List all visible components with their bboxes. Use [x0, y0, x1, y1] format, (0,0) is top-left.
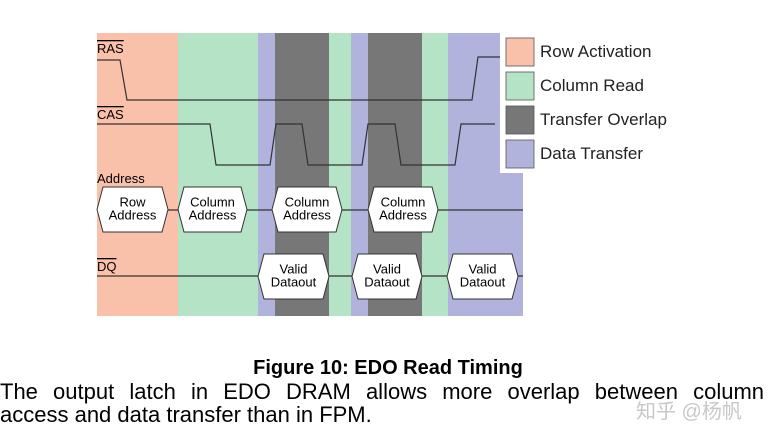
band	[97, 33, 178, 316]
cas-wave	[97, 123, 495, 166]
band	[258, 33, 275, 316]
signal-label: CAS	[97, 107, 124, 122]
paragraph-line: The output latch in EDO DRAM allows more…	[0, 379, 764, 404]
signal-label: DQ	[97, 259, 117, 274]
legend-swatch	[505, 71, 535, 101]
hexagon-label: Address	[379, 208, 427, 223]
hexagon	[351, 253, 423, 300]
legend-swatch	[505, 139, 535, 169]
signal-labels: RAS CAS Address DQ	[97, 41, 145, 274]
signal-label: Address	[97, 171, 145, 186]
band	[351, 33, 368, 316]
ras-wave	[97, 56, 500, 101]
hexagon	[96, 186, 169, 233]
hexagon-label: Dataout	[460, 275, 506, 290]
hexagon-label: Dataout	[364, 275, 410, 290]
hexagon-label: Valid	[469, 262, 497, 277]
legend-bg	[500, 33, 776, 173]
hexagon-label: Valid	[373, 262, 401, 277]
band	[422, 33, 448, 316]
legend-label: Transfer Overlap	[540, 110, 667, 129]
legend-label: Data Transfer	[540, 144, 643, 163]
dynamic: RowAddressColumnAddressColumnAddressColu…	[96, 37, 667, 300]
paragraph-line: access and data transfer than in FPM.	[0, 402, 372, 427]
hexagon-label: Column	[285, 195, 330, 210]
caption: Figure 10: EDO Read Timing	[253, 357, 523, 379]
band	[329, 33, 351, 316]
hexagon-label: Column	[190, 195, 235, 210]
legend-label: Column Read	[540, 76, 644, 95]
legend-swatch	[505, 105, 535, 135]
hexagon-label: Column	[381, 195, 426, 210]
legend-swatch	[505, 37, 535, 67]
hexagon-label: Row	[119, 195, 146, 210]
signal-label: RAS	[97, 41, 124, 56]
band	[178, 33, 258, 316]
legend-label: Row Activation	[540, 42, 652, 61]
hexagon	[271, 186, 343, 233]
hexagon-label: Address	[283, 208, 331, 223]
hexagon-label: Valid	[280, 262, 308, 277]
hexagon-label: Address	[189, 208, 237, 223]
hexagon	[177, 186, 248, 233]
hexagon	[257, 253, 330, 300]
watermark: 知乎 @杨帆	[636, 401, 742, 423]
hexagon	[446, 253, 519, 300]
hexagon-label: Address	[109, 208, 157, 223]
timing-diagram: RAS CAS Address DQ RowAddressColumnAddre…	[96, 33, 776, 316]
hexagon-label: Dataout	[271, 275, 317, 290]
hexagon	[367, 186, 439, 233]
